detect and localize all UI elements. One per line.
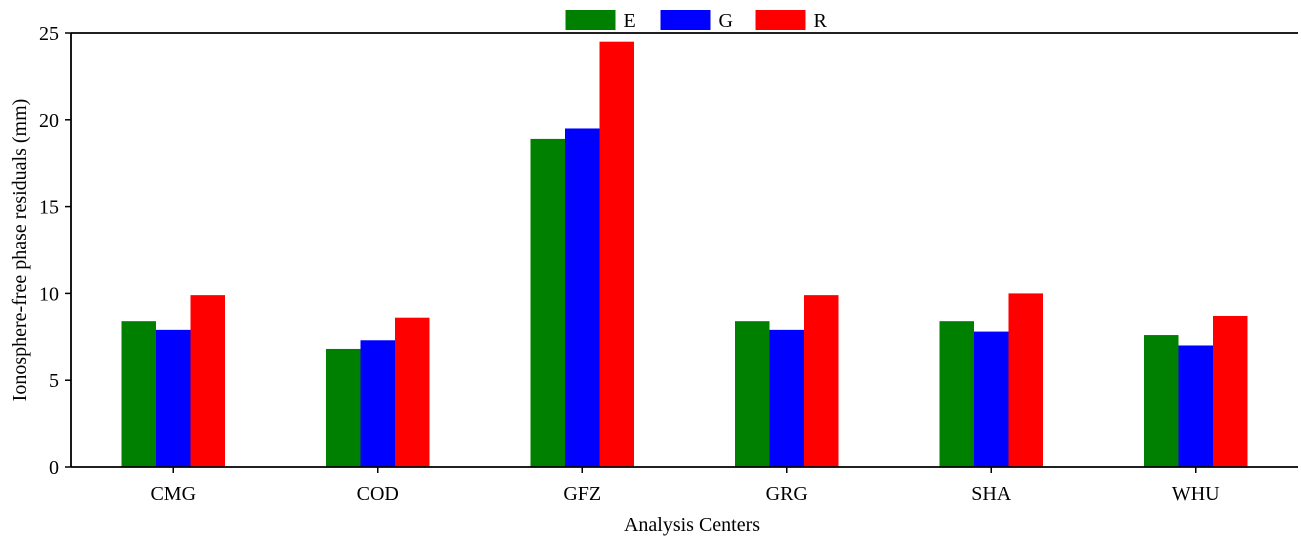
bar-R-CMG	[190, 295, 225, 467]
legend-swatch-G	[660, 10, 711, 30]
y-tick-label: 5	[49, 370, 59, 392]
x-tick-label: SHA	[971, 483, 1012, 505]
bar-G-GRG	[769, 329, 804, 467]
y-tick-label: 25	[39, 23, 59, 45]
bar-E-SHA	[939, 321, 974, 467]
bar-E-GFZ	[530, 138, 565, 467]
x-tick-label: WHU	[1172, 483, 1220, 505]
bars	[121, 41, 1248, 468]
bar-G-WHU	[1178, 345, 1213, 467]
x-axis-label: Analysis Centers	[624, 514, 760, 536]
bar-R-GRG	[804, 295, 839, 467]
legend-label-E: E	[624, 10, 636, 32]
y-tick-label: 15	[39, 197, 59, 219]
axes: CMG COD GFZ GRG SHA WHU 0 5 10 15 20 25	[39, 23, 1298, 505]
legend-swatch-R	[755, 10, 806, 30]
legend-label-G: G	[719, 10, 733, 32]
y-axis-label: Ionosphere-free phase residuals (mm)	[9, 99, 31, 402]
bar-G-GFZ	[565, 128, 600, 468]
bar-E-WHU	[1144, 335, 1179, 467]
bar-E-CMG	[121, 321, 156, 467]
y-tick-label: 20	[39, 110, 59, 132]
y-tick-label: 10	[39, 283, 59, 305]
x-tick-label: GRG	[766, 483, 808, 505]
bar-G-CMG	[156, 329, 191, 467]
x-tick-label: CMG	[150, 483, 196, 505]
bar-E-GRG	[735, 321, 770, 467]
legend-swatch-E	[565, 10, 616, 30]
bar-R-WHU	[1213, 315, 1248, 467]
x-tick-label: COD	[357, 483, 399, 505]
bar-R-GFZ	[599, 41, 634, 468]
y-tick-label: 0	[49, 457, 59, 479]
bar-R-COD	[395, 317, 430, 467]
x-tick-label: GFZ	[563, 483, 601, 505]
bar-G-SHA	[974, 331, 1009, 467]
legend-label-R: R	[814, 10, 828, 32]
bar-G-COD	[360, 340, 395, 467]
bar-R-SHA	[1008, 293, 1043, 467]
bar-E-COD	[326, 348, 361, 467]
